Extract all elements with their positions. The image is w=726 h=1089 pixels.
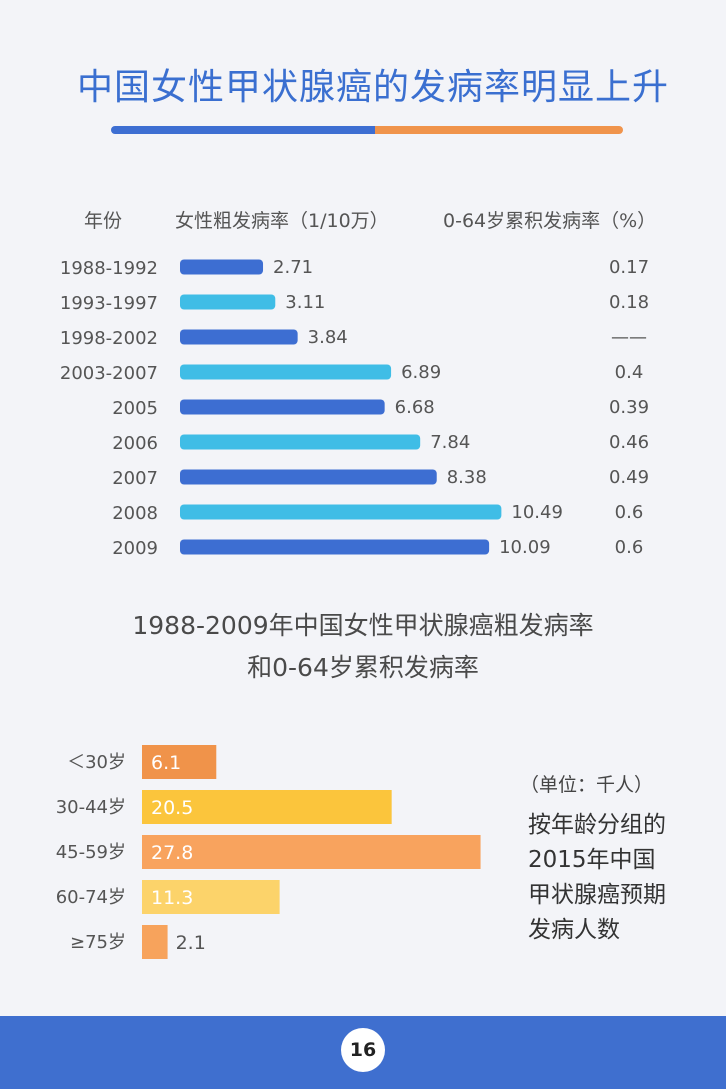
- side-title-line-2: 2015年中国: [528, 847, 656, 873]
- side-title-line-1: 按年龄分组的: [528, 812, 666, 838]
- age-group-chart: ＜30岁 6.1 30-44岁 20.5 45-59岁 27.8 60-74岁 11.3 ≥75…: [56, 745, 481, 959]
- rate-value-label: 10.49: [511, 502, 563, 523]
- age-group-bar: [142, 925, 168, 959]
- age-group-label: 30-44岁: [56, 797, 126, 818]
- year-label: 1998-2002: [60, 328, 158, 349]
- column-header-crude-rate: 女性粗发病率（1/10万）: [175, 210, 389, 232]
- year-label: 2007: [112, 468, 158, 489]
- rate-bar: [180, 539, 490, 555]
- rate-value-label: 3.84: [308, 327, 348, 348]
- age-group-value-label: 20.5: [151, 797, 193, 819]
- age-group-value-label: 27.8: [151, 842, 193, 864]
- year-label: 2006: [112, 433, 158, 454]
- cumulative-rate-value: 0.6: [615, 502, 644, 523]
- cumulative-rate-value: 0.17: [609, 257, 649, 278]
- year-label: 2009: [112, 538, 158, 559]
- age-group-bar: [142, 880, 280, 914]
- age-group-bar: [142, 835, 481, 869]
- rate-bar: [180, 294, 276, 310]
- year-label: 1993-1997: [60, 293, 158, 314]
- page-title: 中国女性甲状腺癌的发病率明显上升: [76, 67, 669, 108]
- age-group-label: ＜30岁: [67, 752, 126, 773]
- rate-value-label: 6.89: [401, 362, 441, 383]
- unit-label: （单位：千人）: [520, 774, 654, 796]
- chart-caption-line-2: 和0-64岁累积发病率: [247, 653, 479, 682]
- rate-bar: [180, 329, 298, 345]
- column-header-cumulative-rate: 0-64岁累积发病率（%）: [443, 210, 657, 232]
- incidence-rate-chart: 1988-1992 2.71 0.17 1993-1997 3.11 0.18 1998-2…: [60, 257, 649, 559]
- side-title-line-4: 发病人数: [528, 917, 620, 943]
- cumulative-rate-value: 0.6: [615, 537, 644, 558]
- rate-bar: [180, 259, 264, 275]
- cumulative-rate-value: ——: [611, 327, 647, 348]
- chart-caption-line-1: 1988-2009年中国女性甲状腺癌粗发病率: [132, 611, 594, 640]
- age-group-label: ≥75岁: [70, 932, 126, 953]
- rate-value-label: 6.68: [395, 397, 435, 418]
- cumulative-rate-value: 0.39: [609, 397, 649, 418]
- rate-bar: [180, 504, 502, 520]
- column-header-year: 年份: [84, 210, 123, 232]
- rate-value-label: 10.09: [499, 537, 551, 558]
- side-title-line-3: 甲状腺癌预期: [528, 882, 666, 908]
- side-title: 按年龄分组的 2015年中国 甲状腺癌预期 发病人数: [528, 808, 666, 948]
- title-underline-orange: [375, 126, 623, 134]
- rate-bar: [180, 469, 437, 485]
- age-group-label: 45-59岁: [56, 842, 126, 863]
- age-group-value-label: 6.1: [151, 752, 181, 774]
- title-underline-blue: [111, 126, 375, 134]
- rate-value-label: 2.71: [273, 257, 313, 278]
- rate-value-label: 8.38: [447, 467, 487, 488]
- age-group-value-label: 2.1: [176, 932, 206, 954]
- age-group-bar: [142, 745, 217, 779]
- page-number: 16: [341, 1028, 385, 1072]
- cumulative-rate-value: 0.46: [609, 432, 649, 453]
- year-label: 1988-1992: [60, 258, 158, 279]
- year-label: 2005: [112, 398, 158, 419]
- age-group-bar: [142, 790, 392, 824]
- cumulative-rate-value: 0.49: [609, 467, 649, 488]
- year-label: 2003-2007: [60, 363, 158, 384]
- rate-bar: [180, 434, 421, 450]
- cumulative-rate-value: 0.4: [615, 362, 644, 383]
- cumulative-rate-value: 0.18: [609, 292, 649, 313]
- rate-value-label: 7.84: [430, 432, 470, 453]
- age-group-value-label: 11.3: [151, 887, 193, 909]
- rate-value-label: 3.11: [285, 292, 325, 313]
- age-group-label: 60-74岁: [56, 887, 126, 908]
- rate-bar: [180, 399, 385, 415]
- year-label: 2008: [112, 503, 158, 524]
- rate-bar: [180, 364, 392, 380]
